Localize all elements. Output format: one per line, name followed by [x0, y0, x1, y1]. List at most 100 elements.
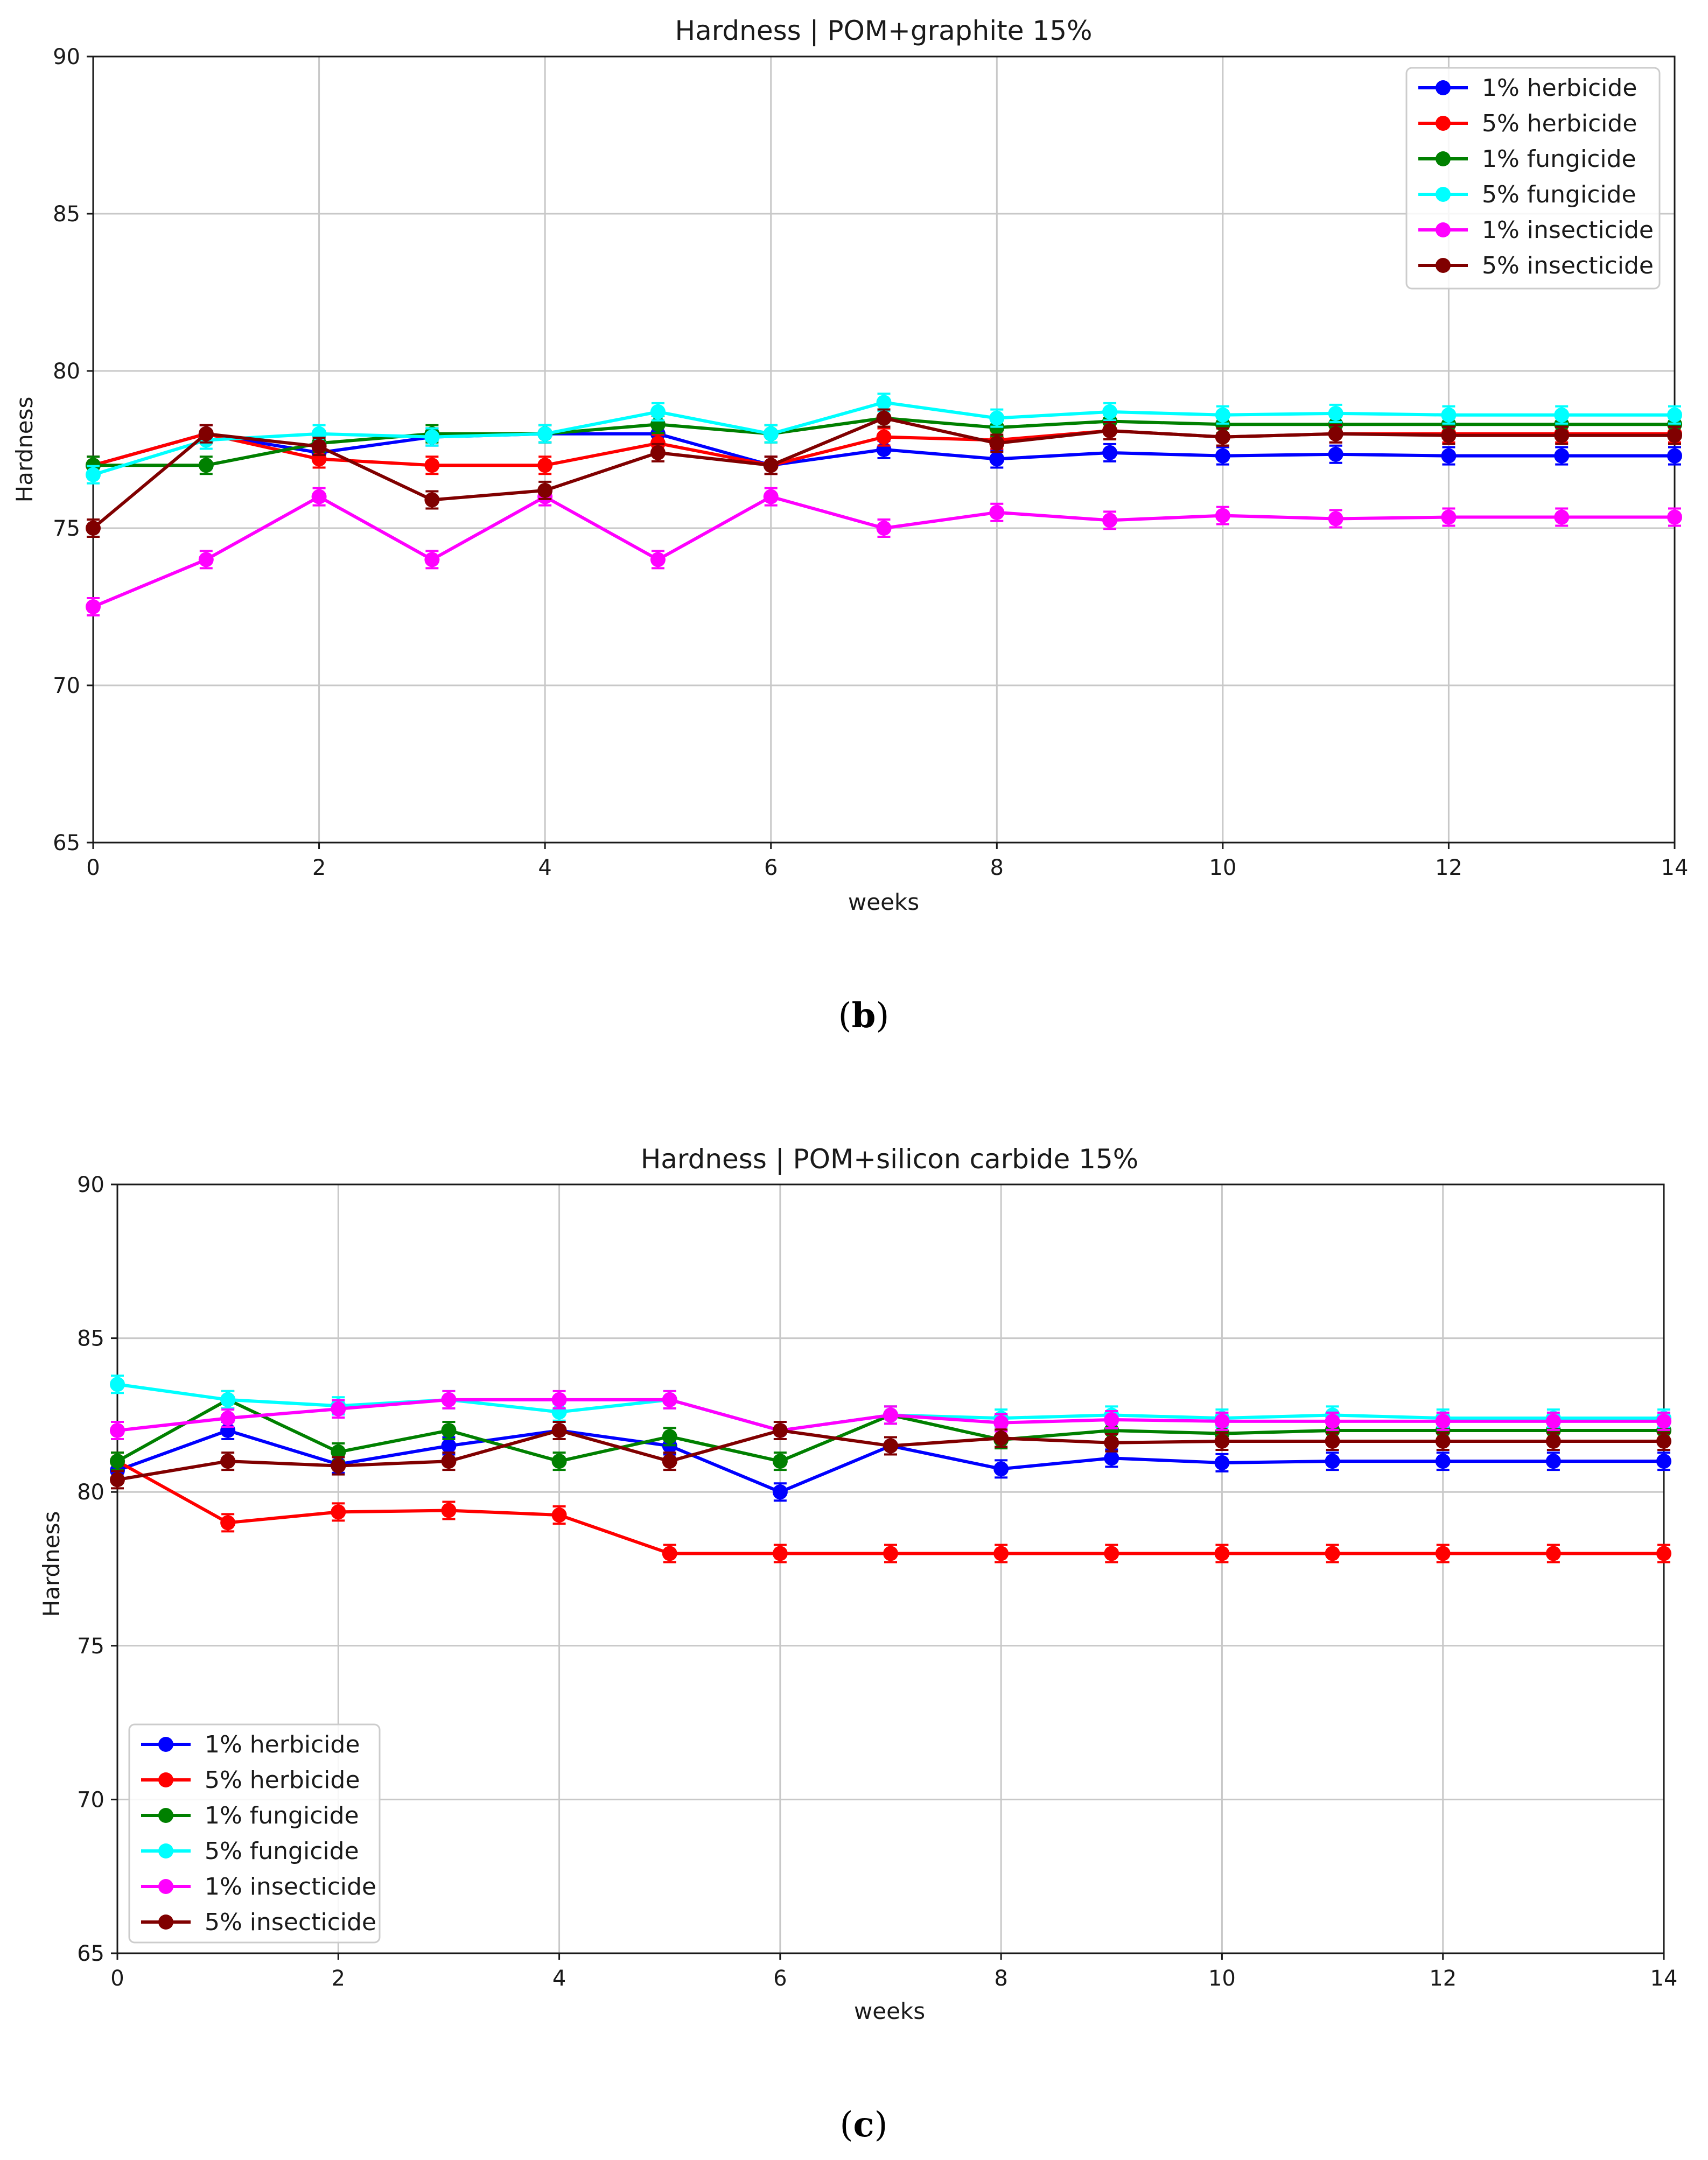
data-point — [772, 1454, 788, 1469]
panel-label: (c) — [840, 2105, 888, 2145]
data-point — [1104, 1450, 1119, 1466]
data-point — [1102, 404, 1118, 419]
axes-frame — [116, 1183, 1665, 1954]
data-point — [311, 439, 327, 454]
x-tick-label: 4 — [538, 855, 551, 880]
legend-label: 5% fungicide — [1482, 181, 1636, 208]
chart-panel-b: Hardness | POM+graphite 15% 0 2 4 6 8 10 12 14 6… — [11, 15, 1688, 1036]
y-tick-label: 70 — [53, 674, 80, 698]
data-point — [989, 451, 1005, 467]
data-point — [220, 1454, 236, 1469]
data-point — [311, 489, 327, 504]
legend-label: 5% herbicide — [1482, 110, 1637, 137]
data-point — [993, 1546, 1009, 1561]
data-point — [883, 1407, 898, 1423]
data-point — [110, 1422, 125, 1438]
data-point — [1325, 1413, 1340, 1429]
data-point — [1215, 407, 1230, 423]
x-tick-label: 0 — [110, 1966, 124, 1991]
data-point — [331, 1401, 346, 1416]
y-tick-label: 80 — [53, 359, 80, 384]
data-point — [1102, 423, 1118, 438]
data-point — [198, 552, 214, 567]
data-point — [989, 436, 1005, 451]
legend-marker — [1436, 151, 1451, 166]
y-tick-label: 90 — [53, 45, 80, 69]
data-point — [1554, 509, 1570, 525]
data-point — [1545, 1454, 1561, 1469]
data-point — [989, 504, 1005, 520]
data-point — [993, 1430, 1009, 1446]
data-point — [993, 1415, 1009, 1430]
legend-box — [128, 1723, 381, 1944]
x-tick-label: 6 — [764, 855, 778, 880]
data-point — [876, 429, 892, 445]
data-point — [650, 552, 666, 567]
data-point — [424, 458, 440, 473]
y-tick-label: 80 — [77, 1480, 104, 1505]
x-tick-label: 8 — [994, 1966, 1007, 1991]
data-point — [1328, 405, 1343, 421]
data-point — [1441, 427, 1457, 443]
data-point — [551, 1507, 567, 1523]
x-tick-label: 2 — [312, 855, 326, 880]
y-tick-label: 65 — [77, 1941, 104, 1966]
legend-marker — [1436, 222, 1451, 237]
data-point — [650, 404, 666, 419]
data-point — [662, 1392, 677, 1407]
x-tick-label: 10 — [1209, 855, 1236, 880]
chart-panel-c: Hardness | POM+silicon carbide 15% 0 2 4 6 8… — [38, 1144, 1677, 2145]
data-point — [537, 482, 553, 498]
data-point — [1441, 509, 1457, 525]
legend-marker — [1436, 187, 1451, 202]
legend-label: 5% fungicide — [205, 1838, 359, 1865]
data-point — [220, 1392, 236, 1407]
legend-label: 5% insecticide — [1482, 252, 1654, 279]
x-tick-label: 14 — [1650, 1966, 1678, 1991]
data-point — [1328, 446, 1343, 462]
series-1-herbicide — [86, 424, 1682, 475]
data-point — [331, 1504, 346, 1520]
data-point — [772, 1546, 788, 1561]
data-point — [441, 1454, 457, 1469]
data-point — [1325, 1454, 1340, 1469]
data-point — [1545, 1546, 1561, 1561]
legend-label: 1% insecticide — [205, 1873, 376, 1900]
legend-label: 1% fungicide — [205, 1802, 359, 1829]
data-point — [551, 1392, 567, 1407]
chart-title: Hardness | POM+graphite 15% — [675, 15, 1092, 46]
data-point — [1435, 1433, 1451, 1449]
data-point — [424, 552, 440, 567]
data-point — [1441, 448, 1457, 464]
data-point — [763, 458, 779, 473]
data-point — [424, 429, 440, 445]
data-point — [1554, 407, 1570, 423]
data-point — [198, 458, 214, 473]
data-point — [1545, 1413, 1561, 1429]
data-point — [537, 426, 553, 441]
data-point — [1214, 1455, 1230, 1470]
legend-label: 5% herbicide — [205, 1766, 360, 1794]
data-point — [763, 489, 779, 504]
data-point — [1667, 407, 1682, 423]
legend: 1% herbicide 5% herbicide 1% fungicide 5% f… — [128, 1723, 381, 1944]
data-point — [993, 1461, 1009, 1477]
data-point — [1554, 448, 1570, 464]
series-1-insecticide — [86, 487, 1682, 616]
y-tick-label: 90 — [77, 1173, 104, 1197]
data-point — [1215, 429, 1230, 445]
data-point — [1441, 407, 1457, 423]
data-point — [86, 599, 101, 614]
data-point — [1667, 448, 1682, 464]
data-point — [424, 492, 440, 508]
x-tick-label: 10 — [1208, 1966, 1236, 1991]
data-point — [772, 1484, 788, 1500]
plot-area: 0 2 4 6 8 10 12 14 65 70 75 80 85 90 1% herbicide 5% he… — [53, 45, 1688, 880]
data-point — [86, 467, 101, 482]
data-point — [110, 1377, 125, 1392]
y-axis-label: Hardness — [38, 1511, 65, 1617]
data-point — [1328, 426, 1343, 441]
legend-box — [1405, 67, 1661, 290]
data-point — [537, 458, 553, 473]
